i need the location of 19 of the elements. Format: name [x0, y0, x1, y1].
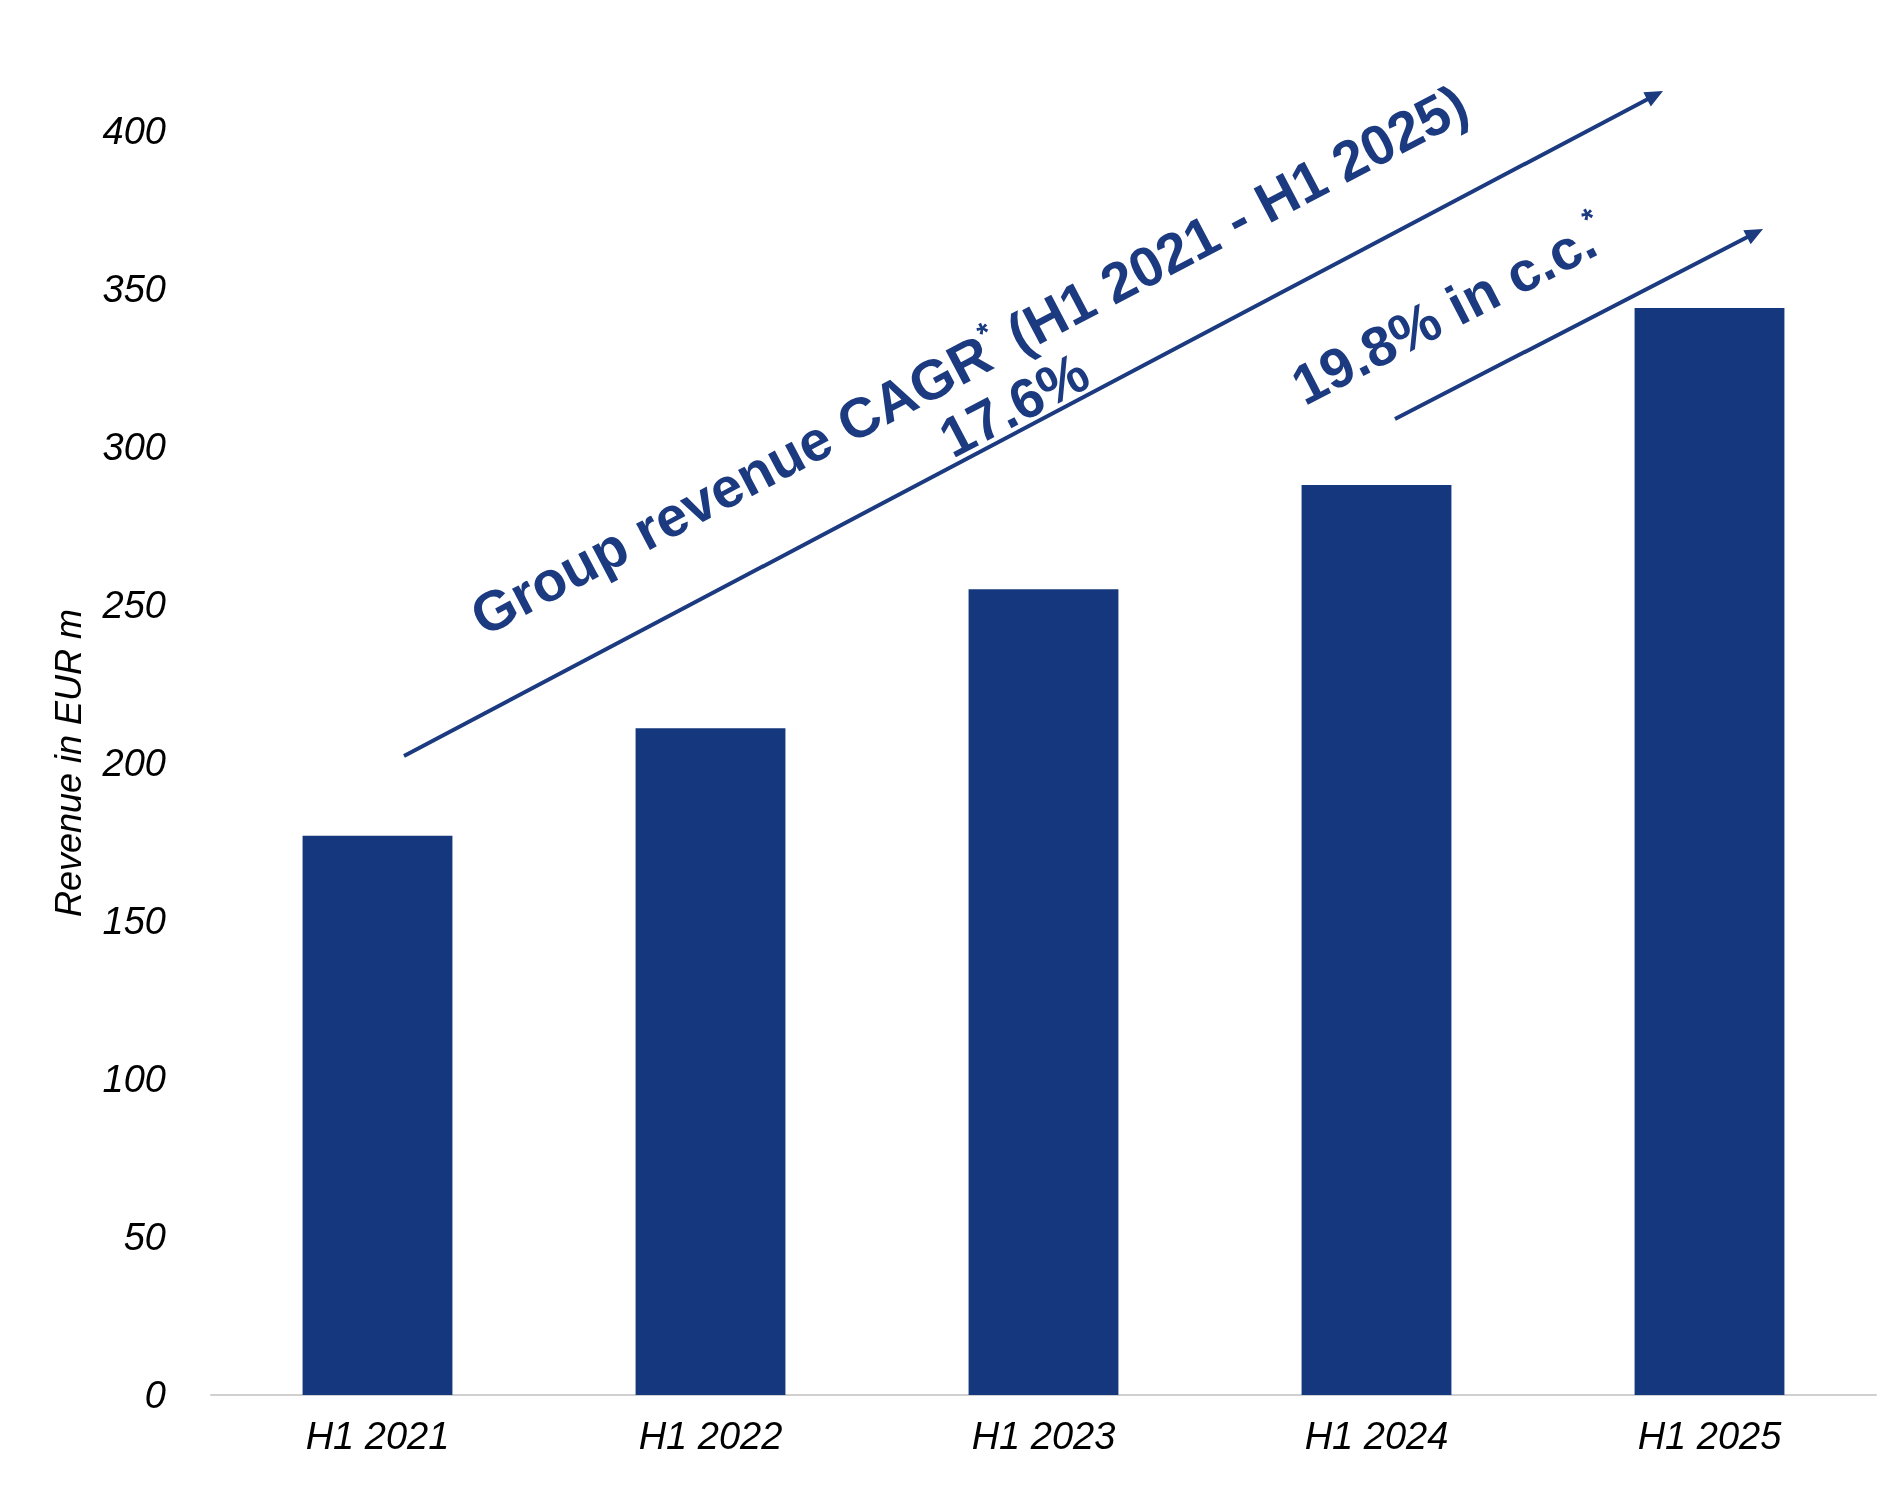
y-tick-label: 100: [102, 1058, 166, 1100]
x-tick-label: H1 2022: [638, 1415, 783, 1457]
y-axis-title: Revenue in EUR m: [47, 608, 89, 918]
y-tick-label: 250: [101, 584, 166, 626]
y-tick-label: 400: [102, 110, 166, 152]
bar: [302, 835, 453, 1395]
y-tick-label: 300: [102, 426, 166, 468]
x-tick-label: H1 2024: [1304, 1415, 1449, 1457]
y-tick-label: 150: [102, 900, 166, 942]
bar: [1301, 484, 1452, 1395]
bar: [968, 589, 1119, 1395]
x-tick-label: H1 2023: [971, 1415, 1116, 1457]
x-tick-label: H1 2021: [305, 1415, 450, 1457]
y-tick-label: 200: [101, 742, 166, 784]
x-tick-label: H1 2025: [1637, 1415, 1783, 1457]
y-tick-label: 350: [102, 268, 166, 310]
bar: [635, 728, 786, 1395]
y-tick-label: 0: [144, 1374, 166, 1416]
y-tick-label: 50: [123, 1216, 166, 1258]
